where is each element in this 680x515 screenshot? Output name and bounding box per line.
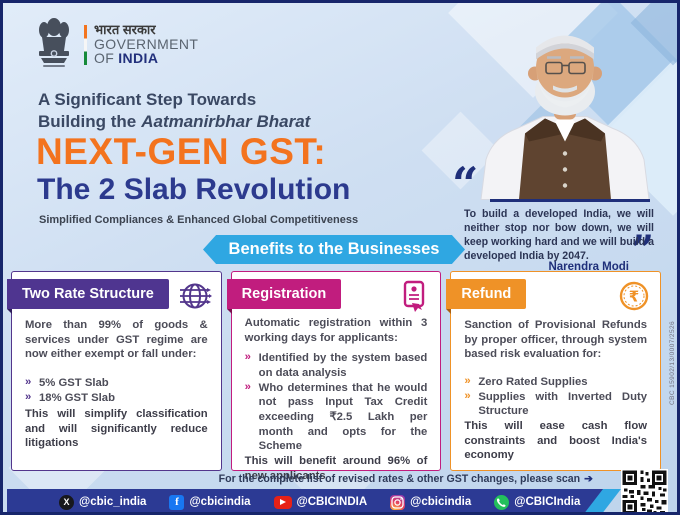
registration-form-icon (397, 279, 431, 313)
cbc-code: CBC 15902/13/0007/2526 (669, 321, 676, 405)
bullet-arrow-icon (464, 374, 470, 389)
bullet-arrow-icon (464, 389, 470, 404)
svg-text:₹: ₹ (629, 288, 639, 306)
card-registration: Registration Automatic registration with… (226, 271, 442, 482)
govt-label-line1: GOVERNMENT (94, 35, 199, 52)
card-conclusion: This will benefit around 96% of new appl… (244, 455, 428, 482)
ribbon-fold (7, 309, 12, 314)
govt-identity: भारत सरकार GOVERNMENT OF INDIA (33, 15, 198, 74)
arrow-right-icon (584, 473, 593, 485)
pm-portrait (451, 7, 677, 200)
sub-title: The 2 Slab Revolution (37, 173, 351, 206)
bullet-arrow-icon (245, 350, 251, 365)
bullet-item: Zero Rated Supplies (464, 375, 647, 390)
social-x[interactable]: X @cbic_india (59, 495, 146, 510)
tagline: Simplified Compliances & Enhanced Global… (39, 214, 359, 226)
card-title: Refund (446, 279, 527, 309)
card-two-rate-structure: Two Rate Structure More than 99% of good… (7, 271, 222, 471)
card-conclusion: This will simplify classification and wi… (25, 407, 208, 450)
card-title: Registration (226, 279, 342, 309)
footer-social-bar: X @cbic_india f @cbicindia @CBICINDIA @c… (7, 489, 603, 515)
bullet-item: Supplies with Inverted Duty Structure (464, 390, 647, 419)
card-bullets: 5% GST Slab 18% GST Slab (25, 376, 208, 405)
bullet-arrow-icon (245, 380, 251, 395)
bullet-item: 5% GST Slab (25, 376, 208, 391)
card-refund: Refund ₹ Sanction of Provisional Refunds… (446, 271, 662, 471)
card-body: More than 99% of goods & services under … (25, 319, 208, 361)
x-icon: X (59, 495, 74, 510)
scan-note: For the complete list of revised rates &… (219, 473, 593, 485)
bullet-item: Who determines that he would not pass In… (245, 381, 428, 454)
open-quote-icon (452, 161, 478, 207)
national-emblem-icon (33, 15, 75, 74)
ribbon-fold (226, 309, 232, 314)
card-body: Sanction of Provisional Refunds by prope… (464, 319, 648, 361)
qr-code[interactable] (621, 469, 668, 512)
instagram-icon (390, 495, 405, 510)
facebook-icon: f (169, 495, 184, 510)
govt-hindi-label: भारत सरकार (94, 21, 156, 37)
social-youtube[interactable]: @CBICINDIA (274, 496, 368, 509)
whatsapp-icon (494, 495, 509, 510)
card-bullets: Identified by the system based on data a… (245, 351, 428, 454)
bullet-arrow-icon (25, 375, 31, 390)
ribbon-fold (446, 309, 452, 314)
intro-text: A Significant Step Towards Building the A… (38, 90, 311, 132)
pm-quote: To build a developed India, we will neit… (464, 208, 654, 262)
youtube-icon (274, 496, 292, 509)
tricolor-bar (84, 24, 87, 65)
social-facebook[interactable]: f @cbicindia (169, 495, 250, 510)
card-body: Automatic registration within 3 working … (244, 317, 428, 344)
bullet-arrow-icon (25, 390, 31, 405)
globe-arrows-icon (178, 279, 212, 313)
rupee-coin-icon: ₹ (617, 279, 651, 313)
social-instagram[interactable]: @cbicindia (390, 495, 471, 510)
card-title: Two Rate Structure (7, 279, 169, 309)
govt-label-line2: OF INDIA (94, 50, 159, 67)
card-conclusion: This will ease cash flow constraints and… (464, 420, 648, 462)
main-title: NEXT-GEN GST: (36, 131, 327, 172)
quote-author: Narendra Modi (548, 261, 629, 273)
photo-underline (490, 199, 650, 202)
bullet-item: Identified by the system based on data a… (245, 351, 428, 380)
bullet-item: 18% GST Slab (25, 391, 208, 406)
benefits-banner: Benefits to the Businesses (203, 235, 465, 264)
card-bullets: Zero Rated Supplies Supplies with Invert… (464, 375, 647, 419)
social-whatsapp[interactable]: @CBICIndia (494, 495, 580, 510)
benefit-cards: Two Rate Structure More than 99% of good… (7, 271, 662, 482)
